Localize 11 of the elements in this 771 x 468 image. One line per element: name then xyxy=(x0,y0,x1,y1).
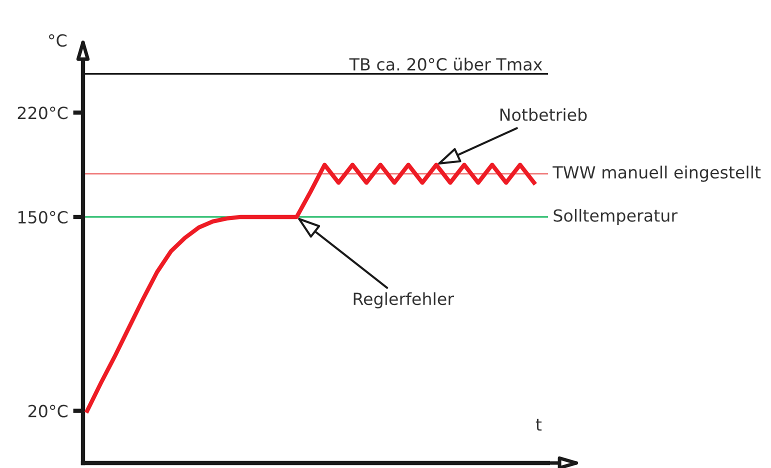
annotation: Reglerfehler xyxy=(354,292,454,308)
x-axis-title: t xyxy=(536,418,542,431)
ref-line-label: TB ca. 20°C über Tmax xyxy=(349,58,542,71)
line-series xyxy=(85,162,536,413)
ref-line-label: Solltemperatur xyxy=(554,208,678,226)
y-tick-label: 20°C xyxy=(28,404,68,418)
y-tick-label: 150°C xyxy=(18,210,68,224)
y-axis-title: °C xyxy=(49,34,67,47)
ref-line-label: TWW manuell eingestellt xyxy=(552,166,761,182)
y-tick-label: 220°C xyxy=(18,106,68,120)
annotation: Notbetrieb xyxy=(500,108,587,122)
